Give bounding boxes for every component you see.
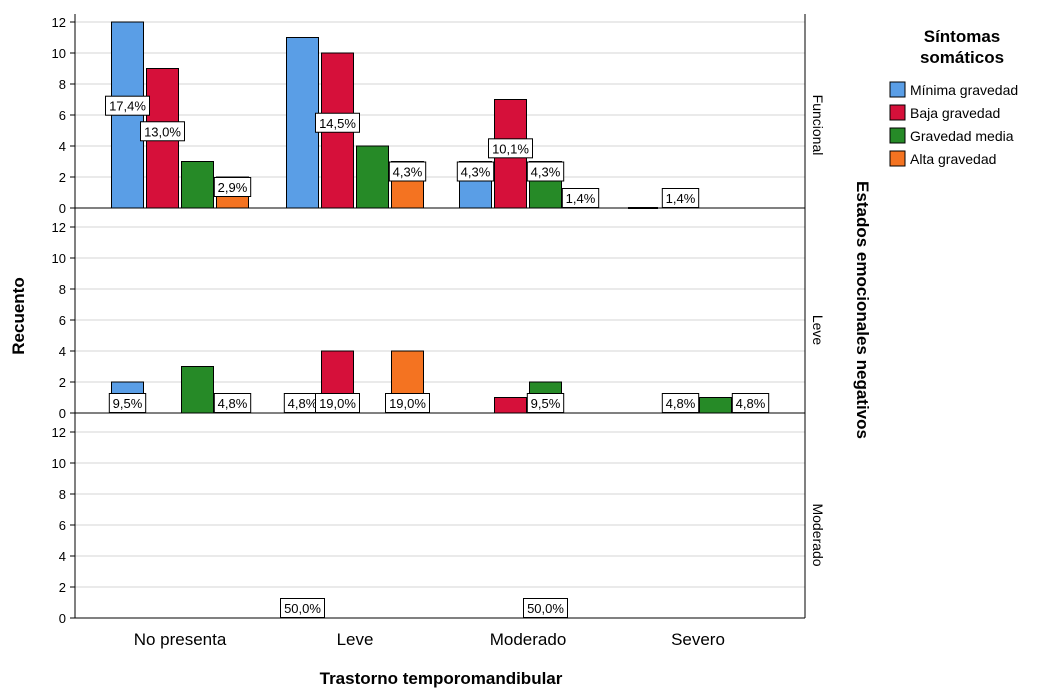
data-label: 2,9% <box>218 180 248 195</box>
data-label: 10,1% <box>492 141 529 156</box>
data-label-box <box>108 393 147 413</box>
data-label: 19,0% <box>389 396 426 411</box>
y-tick-label: 4 <box>59 549 66 564</box>
data-label-box <box>140 121 185 142</box>
y-tick-label: 10 <box>52 46 66 61</box>
data-label-box <box>456 161 495 182</box>
data-label-box <box>523 598 568 618</box>
data-label-box <box>731 393 770 413</box>
data-labels: 17,4%13,0%2,9%14,5%4,3% 4,3%10,1%4,3%1,4%… <box>105 95 770 618</box>
x-tick-label: No presenta <box>134 630 227 649</box>
y-tick-label: 6 <box>59 108 66 123</box>
data-label-box <box>280 598 325 618</box>
bar <box>494 397 527 414</box>
facet-axis-title: Estados emocionales negativos <box>853 181 872 439</box>
y-tick-label: 0 <box>59 406 66 421</box>
data-label: 1,4% <box>566 191 596 206</box>
data-label: 19,0% <box>319 396 356 411</box>
data-label-box <box>213 393 252 413</box>
bar <box>699 397 732 414</box>
legend-entry: Baja gravedad <box>910 105 1000 121</box>
x-tick-label: Moderado <box>490 630 567 649</box>
y-tick-label: 0 <box>59 611 66 626</box>
data-label: 50,0% <box>527 601 564 616</box>
legend-swatch <box>889 150 906 167</box>
data-label-box <box>388 161 427 182</box>
legend-title-line2: somáticos <box>920 48 1004 67</box>
y-tick-label: 2 <box>59 170 66 185</box>
y-tick-label: 8 <box>59 487 66 502</box>
y-tick-label: 2 <box>59 375 66 390</box>
y-tick-label: 4 <box>59 139 66 154</box>
legend-entry: Alta gravedad <box>910 151 996 167</box>
facet-label: Leve <box>810 315 826 346</box>
legend: Síntomas somáticos Mínima gravedad Baja g… <box>889 27 1018 167</box>
data-label: 4,8% <box>666 396 696 411</box>
y-tick-label: 12 <box>52 220 66 235</box>
y-axis-title: Recuento <box>9 277 28 354</box>
data-label: 4,8% <box>736 396 766 411</box>
bar <box>356 145 389 209</box>
data-label-box <box>561 188 600 208</box>
y-tick-label: 12 <box>52 425 66 440</box>
y-tick-label: 6 <box>59 518 66 533</box>
y-tick-label: 10 <box>52 251 66 266</box>
data-label: 9,5% <box>531 396 561 411</box>
axes <box>70 14 806 619</box>
data-label: 13,0% <box>144 124 181 139</box>
data-label-box <box>526 393 565 413</box>
data-label: 4,3% <box>531 165 561 180</box>
data-label-box <box>315 112 360 133</box>
legend-title-line1: Síntomas <box>924 27 1001 46</box>
legend-swatch <box>889 104 906 121</box>
y-tick-label: 12 <box>52 15 66 30</box>
data-label-box <box>661 393 700 413</box>
data-label: 9,5% <box>113 396 143 411</box>
data-label: 4,3% <box>393 165 423 180</box>
data-label: 4,8% <box>288 396 318 411</box>
y-tick-label: 4 <box>59 344 66 359</box>
bar <box>286 37 319 209</box>
data-label-box <box>315 393 360 413</box>
data-label-box <box>661 188 700 208</box>
data-label-box <box>105 95 150 116</box>
legend-entry: Gravedad media <box>910 128 1014 144</box>
bar-marks <box>111 21 732 414</box>
facet-label: Funcional <box>810 95 826 156</box>
data-label: 1,4% <box>666 191 696 206</box>
gridlines <box>75 21 805 588</box>
x-axis-title: Trastorno temporomandibular <box>320 669 563 688</box>
bar <box>181 161 214 209</box>
y-tick-label: 8 <box>59 282 66 297</box>
data-label-box <box>488 138 533 159</box>
x-tick-label: Severo <box>671 630 725 649</box>
x-tick-label: Leve <box>337 630 374 649</box>
bar <box>181 366 214 414</box>
facet-label: Moderado <box>810 503 826 566</box>
legend-swatch <box>889 81 906 98</box>
data-label: 14,5% <box>319 116 356 131</box>
legend-entry: Mínima gravedad <box>910 82 1018 98</box>
data-label: 4,8% <box>218 396 248 411</box>
data-label: 17,4% <box>109 99 146 114</box>
legend-swatch <box>889 127 906 144</box>
y-tick-label: 8 <box>59 77 66 92</box>
y-tick-label: 0 <box>59 201 66 216</box>
data-label-box <box>385 393 430 413</box>
data-label: 50,0% <box>284 601 321 616</box>
data-label: 4,3% <box>461 165 491 180</box>
data-label-box <box>526 161 565 182</box>
axis-text: Recuento Trastorno temporomandibular Est… <box>9 15 872 688</box>
y-tick-label: 10 <box>52 456 66 471</box>
y-tick-label: 2 <box>59 580 66 595</box>
y-tick-label: 6 <box>59 313 66 328</box>
data-label-box <box>213 177 252 197</box>
